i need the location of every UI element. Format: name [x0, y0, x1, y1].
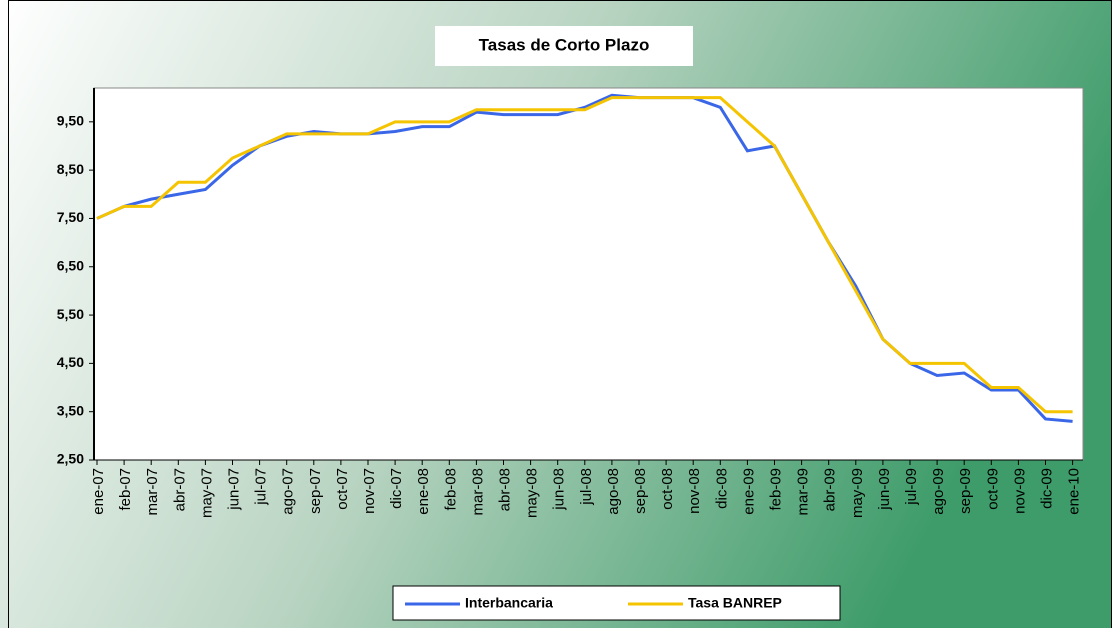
- x-tick-label: mar-08: [469, 468, 486, 516]
- x-tick-label: abr-08: [496, 468, 513, 511]
- x-tick-label: ene-09: [740, 468, 757, 515]
- x-tick-label: sep-07: [307, 468, 324, 514]
- y-tick-label: 2,50: [57, 451, 84, 467]
- x-tick-label: mar-09: [795, 468, 812, 516]
- x-tick-label: nov-08: [686, 468, 703, 514]
- title-box: [435, 26, 693, 66]
- x-tick-label: jul-09: [903, 468, 920, 506]
- x-tick-label: jun-08: [551, 468, 568, 511]
- x-tick-label: oct-07: [334, 468, 351, 510]
- x-tick-label: feb-09: [767, 468, 784, 511]
- y-tick-label: 3,50: [57, 402, 84, 418]
- x-tick-label: ago-08: [605, 468, 622, 515]
- legend: [392, 585, 841, 621]
- x-tick-label: sep-09: [957, 468, 974, 514]
- x-tick-label: may-09: [849, 468, 866, 518]
- x-tick-label: ene-07: [90, 468, 107, 515]
- line-series: [96, 96, 1073, 414]
- x-tick-label: abr-07: [171, 468, 188, 511]
- plot-area: [93, 87, 1084, 461]
- x-tick-label: nov-07: [361, 468, 378, 514]
- x-tick-label: dic-08: [713, 468, 730, 509]
- x-tick-label: mar-07: [144, 468, 161, 516]
- x-tick-label: ene-08: [415, 468, 432, 515]
- legend-label: Tasa BANREP: [688, 595, 782, 611]
- y-tick-label: 9,50: [57, 113, 84, 129]
- x-tick-label: feb-07: [117, 468, 134, 511]
- x-tick-label: abr-09: [822, 468, 839, 511]
- x-tick-label: oct-08: [659, 468, 676, 510]
- x-tick-label: sep-08: [632, 468, 649, 514]
- x-tick-label: dic-07: [388, 468, 405, 509]
- x-tick-label: jun-09: [876, 468, 893, 511]
- x-tick-label: may-08: [524, 468, 541, 518]
- x-tick-label: may-07: [198, 468, 215, 518]
- x-tick-label: dic-09: [1038, 468, 1055, 509]
- y-tick-label: 6,50: [57, 257, 84, 273]
- chart-title: Tasas de Corto Plazo: [479, 35, 650, 54]
- x-tick-label: oct-09: [984, 468, 1001, 510]
- legend-label: Interbancaria: [465, 595, 553, 611]
- x-tick-label: jul-08: [578, 468, 595, 506]
- y-tick-label: 4,50: [57, 354, 84, 370]
- x-tick-label: jun-07: [225, 468, 242, 511]
- y-tick-label: 5,50: [57, 306, 84, 322]
- x-tick-label: feb-08: [442, 468, 459, 511]
- x-tick-label: nov-09: [1011, 468, 1028, 514]
- y-tick-label: 8,50: [57, 161, 84, 177]
- x-tick-label: ago-09: [930, 468, 947, 515]
- x-tick-label: ago-07: [280, 468, 297, 515]
- y-tick-label: 7,50: [57, 209, 84, 225]
- x-tick-label: ene-10: [1066, 468, 1083, 515]
- x-tick-label: jul-07: [253, 468, 270, 506]
